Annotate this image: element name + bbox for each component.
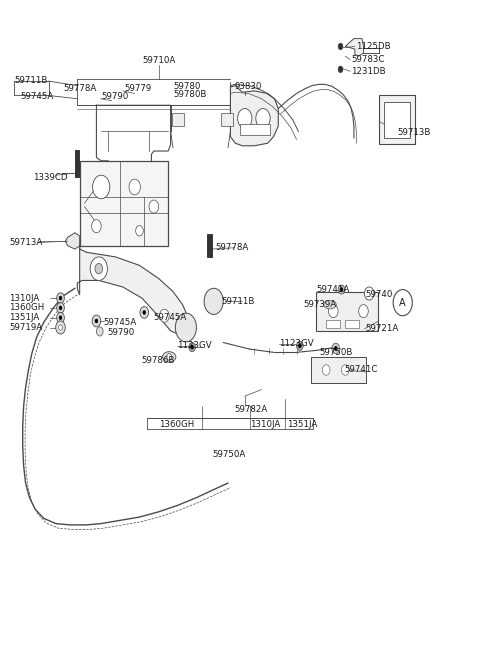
Text: 59780: 59780 <box>173 83 200 92</box>
Text: 59782A: 59782A <box>234 405 267 414</box>
Polygon shape <box>230 86 278 146</box>
Text: 1360GH: 1360GH <box>9 303 45 312</box>
Text: 1310JA: 1310JA <box>250 420 280 429</box>
Bar <box>80 161 168 246</box>
Polygon shape <box>345 39 363 56</box>
Ellipse shape <box>324 301 336 309</box>
Circle shape <box>57 312 64 323</box>
Text: 59779: 59779 <box>124 84 151 93</box>
Text: 59721A: 59721A <box>365 324 399 333</box>
Text: 1125DB: 1125DB <box>356 42 390 51</box>
Circle shape <box>393 290 412 316</box>
Circle shape <box>57 293 64 303</box>
Circle shape <box>143 310 146 314</box>
Text: 59790: 59790 <box>107 328 134 337</box>
Bar <box>316 291 378 331</box>
Text: 1339CD: 1339CD <box>33 173 68 181</box>
Text: 59711B: 59711B <box>222 297 255 306</box>
Circle shape <box>175 313 196 342</box>
Bar <box>207 234 212 257</box>
Text: 59786B: 59786B <box>142 356 175 365</box>
Circle shape <box>338 66 343 73</box>
Text: 59778A: 59778A <box>63 84 96 93</box>
Circle shape <box>341 365 349 375</box>
Text: 59745A: 59745A <box>21 92 54 101</box>
Bar <box>240 124 270 135</box>
Circle shape <box>93 175 110 198</box>
Circle shape <box>92 315 101 327</box>
Circle shape <box>159 309 169 322</box>
Circle shape <box>95 319 98 323</box>
Circle shape <box>328 305 338 318</box>
Text: 1351JA: 1351JA <box>287 420 317 429</box>
Circle shape <box>359 305 368 318</box>
Circle shape <box>338 43 343 50</box>
Text: 59739A: 59739A <box>303 300 336 309</box>
Circle shape <box>332 343 339 354</box>
Circle shape <box>299 344 301 348</box>
Circle shape <box>256 109 270 128</box>
Circle shape <box>167 354 171 360</box>
Circle shape <box>59 306 62 310</box>
Circle shape <box>364 287 374 300</box>
Bar <box>75 150 79 177</box>
Circle shape <box>95 263 103 274</box>
Text: 1360GH: 1360GH <box>158 420 194 429</box>
Text: 59741C: 59741C <box>344 365 378 375</box>
Circle shape <box>59 316 62 320</box>
Circle shape <box>90 257 108 280</box>
Circle shape <box>136 225 144 236</box>
Text: 1351JA: 1351JA <box>9 313 39 322</box>
Bar <box>172 113 184 126</box>
Text: A: A <box>399 297 406 308</box>
Text: 59783C: 59783C <box>351 55 384 64</box>
Circle shape <box>56 321 65 334</box>
Polygon shape <box>65 233 80 249</box>
Text: 59711B: 59711B <box>14 76 48 85</box>
Circle shape <box>59 296 62 300</box>
Text: 59710A: 59710A <box>142 56 175 66</box>
Circle shape <box>149 200 158 213</box>
Circle shape <box>189 343 195 352</box>
Circle shape <box>59 325 62 330</box>
Bar <box>379 96 415 145</box>
Bar <box>326 320 339 328</box>
Text: 59778A: 59778A <box>215 243 248 252</box>
Circle shape <box>191 345 193 349</box>
Text: 1231DB: 1231DB <box>351 67 385 76</box>
Text: 1123GV: 1123GV <box>177 341 212 350</box>
Circle shape <box>57 303 64 313</box>
Text: 59780B: 59780B <box>173 90 206 100</box>
Text: 1123GV: 1123GV <box>279 339 314 348</box>
Text: 59790: 59790 <box>101 92 129 101</box>
Circle shape <box>204 288 223 314</box>
Text: 59750A: 59750A <box>213 451 246 459</box>
Circle shape <box>140 307 149 318</box>
Circle shape <box>297 341 303 350</box>
Circle shape <box>340 288 343 291</box>
Text: 59741A: 59741A <box>317 285 350 294</box>
Polygon shape <box>77 242 188 334</box>
Circle shape <box>92 219 101 233</box>
Bar <box>345 320 359 328</box>
Circle shape <box>334 346 337 350</box>
Circle shape <box>96 327 103 336</box>
Circle shape <box>238 109 252 128</box>
Circle shape <box>323 365 330 375</box>
Bar <box>384 102 410 138</box>
Text: 59719A: 59719A <box>9 323 42 332</box>
Text: 1310JA: 1310JA <box>9 293 39 303</box>
Text: 93830: 93830 <box>234 83 262 92</box>
Text: 59750B: 59750B <box>319 348 352 357</box>
Bar <box>221 113 233 126</box>
Circle shape <box>338 285 345 294</box>
Text: 59745A: 59745A <box>104 318 137 327</box>
Bar <box>311 357 366 383</box>
Text: 59713A: 59713A <box>9 238 43 247</box>
Text: 59745A: 59745A <box>153 312 186 322</box>
Text: 59740: 59740 <box>365 290 393 299</box>
Circle shape <box>129 179 141 195</box>
Ellipse shape <box>162 352 176 362</box>
Text: 59713B: 59713B <box>397 128 431 138</box>
